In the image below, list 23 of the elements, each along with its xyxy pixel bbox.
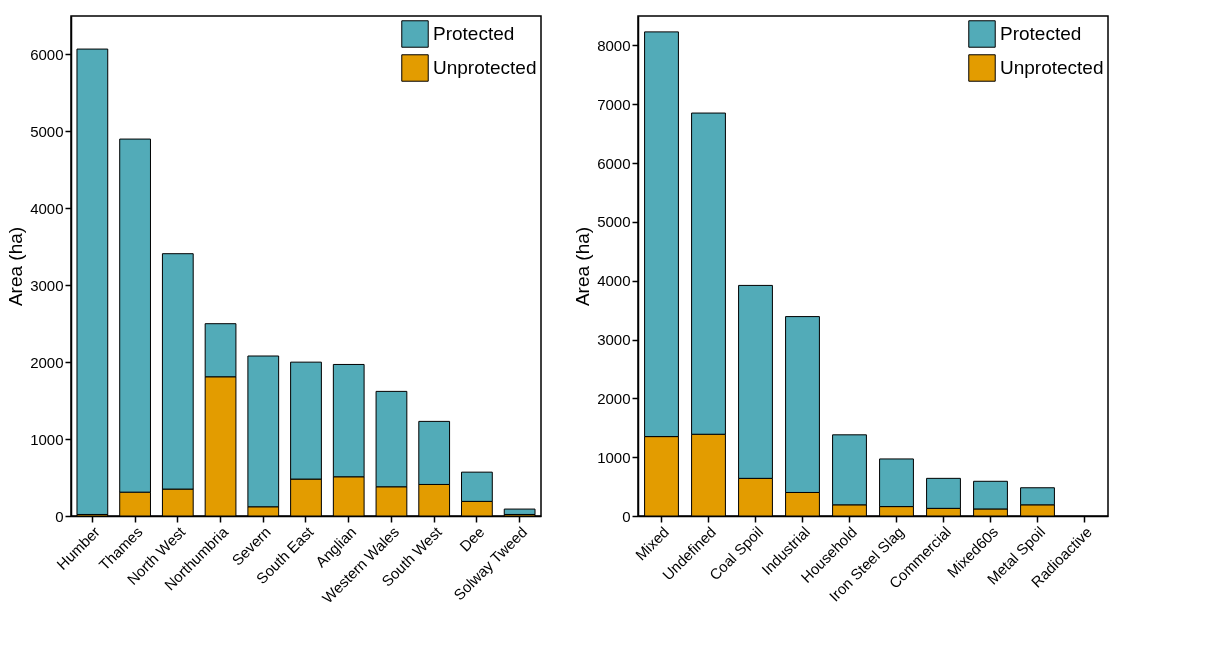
y-tick-label: 6000 [30, 45, 64, 63]
y-tick-label: 2000 [597, 389, 631, 407]
y-tick-label: 3000 [597, 331, 631, 349]
y-tick-label: 5000 [30, 122, 64, 140]
y-axis-title: Area (ha) [5, 226, 27, 307]
y-tick-label: 2000 [30, 353, 64, 371]
y-tick-label: 1000 [597, 448, 631, 466]
y-tick-label: 7000 [597, 95, 631, 113]
y-tick-label: 8000 [597, 36, 631, 54]
legend-label: Protected [1000, 23, 1082, 44]
legend-label: Unprotected [433, 57, 537, 78]
y-tick-label: 3000 [30, 276, 64, 294]
y-tick-label: 4000 [30, 199, 64, 217]
y-tick-label: 4000 [597, 272, 631, 290]
y-tick-label: 0 [55, 507, 64, 525]
legend-label: Protected [433, 23, 515, 44]
y-tick-label: 6000 [597, 154, 631, 172]
legend-label: Unprotected [1000, 57, 1104, 78]
y-tick-label: 1000 [30, 430, 64, 448]
y-tick-label: 0 [622, 507, 631, 525]
y-tick-label: 5000 [597, 213, 631, 231]
y-axis-title: Area (ha) [572, 226, 594, 307]
x-tick-label: Dee [456, 523, 488, 555]
